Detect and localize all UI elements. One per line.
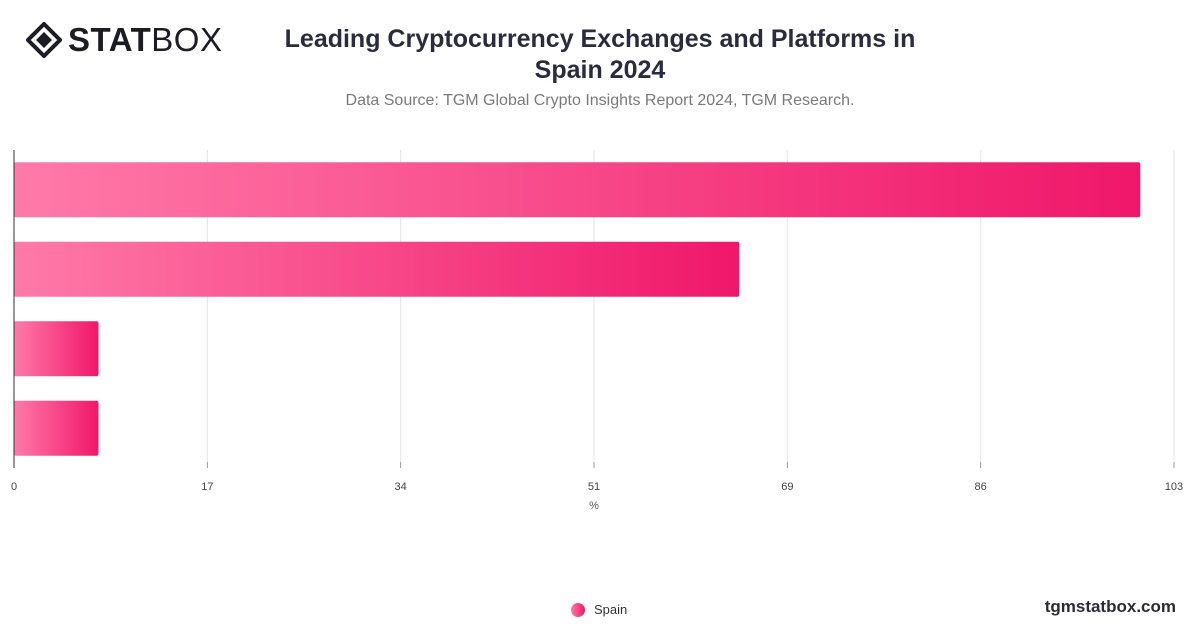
legend[interactable]: Spain	[571, 602, 627, 617]
x-axis-label: %	[589, 500, 599, 512]
chart-title: Leading Cryptocurrency Exchanges and Pla…	[270, 24, 930, 86]
statbox-logo: STATBOX	[26, 22, 222, 58]
x-tick-label: 0	[11, 481, 17, 493]
x-tick-label: 17	[201, 481, 213, 493]
bar[interactable]	[14, 321, 99, 377]
bars	[14, 162, 1141, 456]
legend-label: Spain	[594, 602, 628, 617]
x-tick-label: 51	[588, 481, 600, 493]
logo-text-light: BOX	[151, 21, 223, 58]
x-tick-label: 86	[975, 481, 987, 493]
x-tick-label: 103	[1165, 481, 1183, 493]
chart-title-line-2: Spain 2024	[534, 56, 666, 84]
x-tick-label: 34	[395, 481, 407, 493]
bar[interactable]	[14, 241, 740, 297]
bar[interactable]	[14, 400, 99, 456]
statbox-diamond-icon	[26, 22, 62, 58]
legend-swatch	[571, 602, 585, 617]
logo-text-bold: STAT	[68, 21, 152, 58]
x-tick-label: 69	[781, 481, 793, 493]
footer-site[interactable]: tgmstatbox.com	[1044, 597, 1176, 616]
logo-wordmark: STATBOX	[68, 22, 222, 58]
chart-title-line-1: Leading Cryptocurrency Exchanges and Pla…	[284, 25, 916, 53]
bar[interactable]	[14, 162, 1141, 218]
chart-subtitle: Data Source: TGM Global Crypto Insights …	[345, 92, 855, 109]
x-tick-labels: 0 17 34 51 69 86 103	[11, 481, 1183, 493]
